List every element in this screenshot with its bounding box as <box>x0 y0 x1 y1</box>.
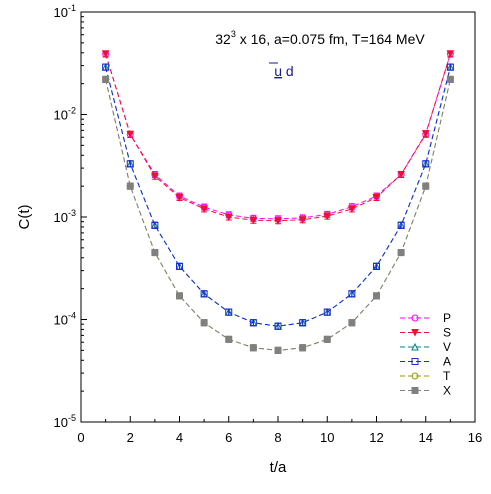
data-point <box>126 182 134 190</box>
data-point <box>176 292 183 300</box>
x-tick-label: 2 <box>127 430 134 445</box>
data-point <box>323 308 331 316</box>
y-tick-label: 10-3 <box>54 208 76 225</box>
data-point <box>373 292 380 300</box>
data-point <box>372 193 381 202</box>
legend-item-V: V <box>400 340 451 354</box>
y-tick-label: 10-1 <box>54 3 76 20</box>
legend-label: A <box>443 355 451 369</box>
x-axis: 0 2 4 6 8 10 12 14 16 <box>77 416 482 445</box>
legend-marker <box>411 342 419 351</box>
data-point <box>348 290 356 298</box>
x-tick-label: 0 <box>77 430 84 445</box>
series-line <box>105 66 451 327</box>
series-V <box>101 62 455 330</box>
legend-label: P <box>443 311 451 325</box>
data-point <box>200 290 208 298</box>
data-point <box>249 319 257 327</box>
data-point <box>175 193 184 202</box>
data-point <box>102 63 110 71</box>
x-tick-label: 4 <box>176 430 183 445</box>
x-tick-label: 6 <box>225 430 232 445</box>
data-point <box>101 50 110 59</box>
legend-marker <box>411 372 419 380</box>
y-axis: 10-5 10-4 10-3 10-2 10-1 <box>54 3 87 430</box>
series-line <box>105 79 451 351</box>
data-point <box>274 217 282 225</box>
x-tick-label: 12 <box>369 430 383 445</box>
legend-label: X <box>443 384 451 398</box>
data-point <box>176 262 183 270</box>
data-point <box>225 335 233 343</box>
data-point <box>446 75 454 83</box>
legend-marker <box>411 387 419 394</box>
series-T <box>102 75 454 354</box>
data-point <box>151 221 159 229</box>
data-point <box>274 322 282 330</box>
legend-marker <box>411 329 419 337</box>
x-tick-label: 16 <box>468 430 482 445</box>
data-point <box>102 75 110 83</box>
legend-item-T: T <box>400 369 451 383</box>
data-point <box>422 182 430 190</box>
x-tick-label: 10 <box>320 430 334 445</box>
series-S <box>101 50 455 225</box>
legend-label: V <box>443 340 451 354</box>
chart-subtitle: u d <box>274 63 293 79</box>
data-point <box>225 308 233 316</box>
series-layer <box>101 50 455 354</box>
data-point <box>151 172 159 181</box>
y-tick-label: 10-5 <box>54 413 76 430</box>
data-point <box>200 205 208 214</box>
data-point <box>397 170 405 179</box>
data-point <box>299 344 307 352</box>
legend-item-X: X <box>400 384 451 398</box>
data-point <box>299 319 307 327</box>
data-point <box>373 262 380 270</box>
data-point <box>323 212 332 221</box>
legend-item-P: P <box>400 311 451 325</box>
legend-item-S: S <box>400 326 451 340</box>
data-point <box>421 130 430 138</box>
data-point <box>224 213 233 222</box>
legend-label: S <box>443 326 451 340</box>
y-tick-label: 10-2 <box>54 106 76 123</box>
data-point <box>274 346 282 354</box>
series-line <box>105 66 451 327</box>
data-point <box>249 216 258 225</box>
x-tick-label: 8 <box>274 430 281 445</box>
data-point <box>151 249 159 257</box>
legend-marker <box>411 314 419 322</box>
series-line <box>105 79 451 351</box>
data-point <box>397 249 405 257</box>
data-point <box>422 160 430 168</box>
data-point <box>126 130 135 139</box>
series-X <box>102 75 454 354</box>
data-point <box>323 335 331 343</box>
y-tick-label: 10-4 <box>54 311 76 328</box>
data-point <box>126 160 134 168</box>
legend-item-A: A <box>400 355 451 369</box>
data-point <box>200 319 208 327</box>
data-point <box>446 50 455 59</box>
x-tick-label: 14 <box>419 430 433 445</box>
chart-title: 323 x 16, a=0.075 fm, T=164 MeV <box>215 29 425 47</box>
legend-marker <box>411 358 419 365</box>
data-point <box>348 205 356 214</box>
y-axis-label: C(t) <box>16 205 33 230</box>
data-point <box>348 319 356 327</box>
data-point <box>446 63 454 71</box>
x-axis-label: t/a <box>270 459 287 476</box>
data-point <box>298 216 307 224</box>
data-point <box>397 221 405 229</box>
data-point <box>249 344 257 352</box>
legend-label: T <box>443 369 451 383</box>
series-A <box>102 63 454 330</box>
